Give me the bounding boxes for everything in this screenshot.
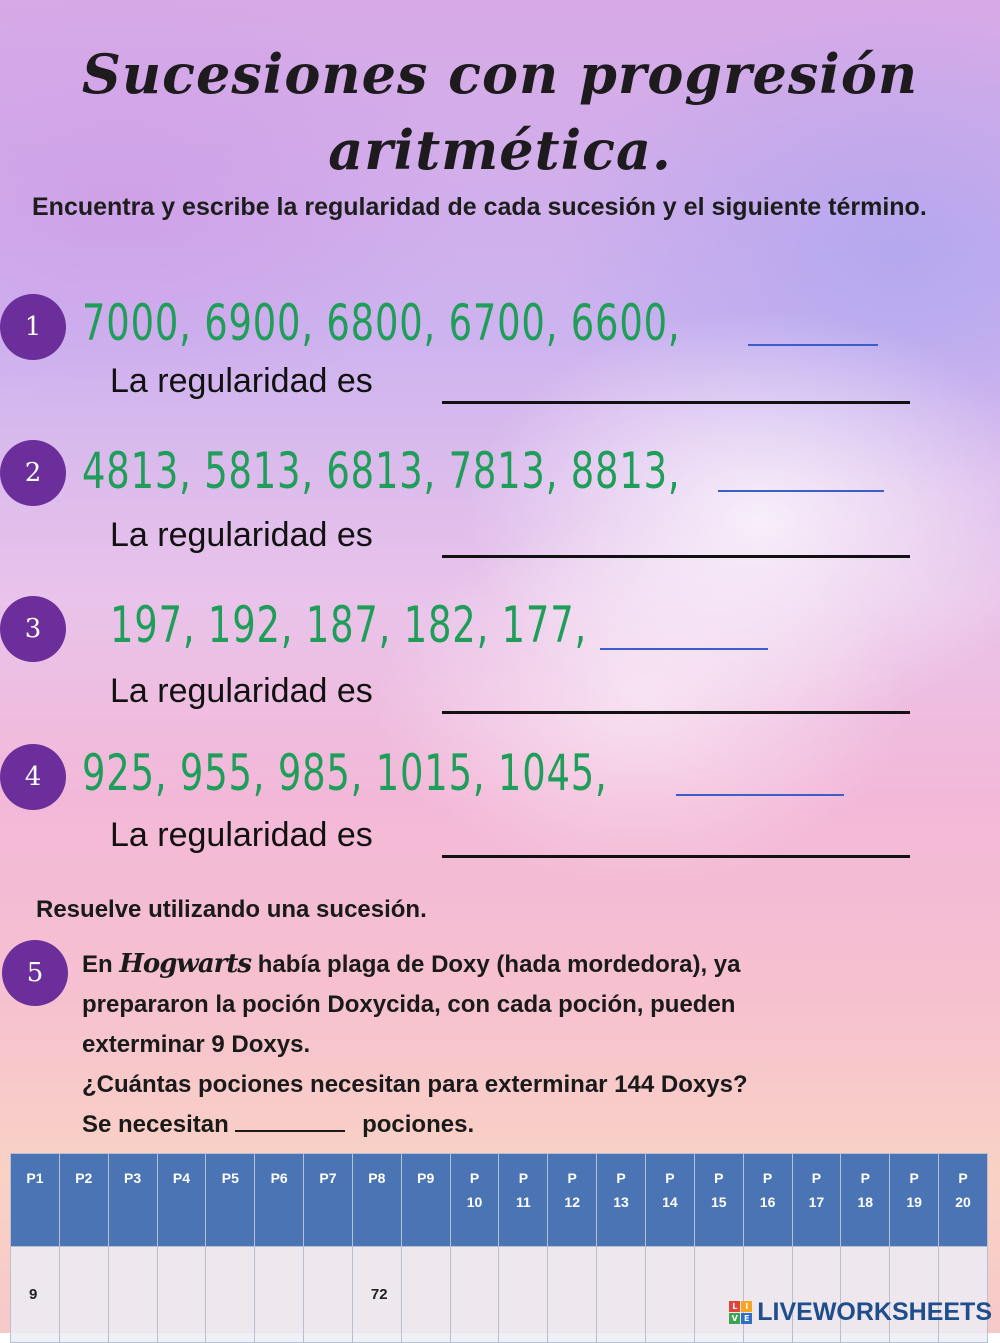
logo-letter-v: V xyxy=(729,1312,741,1324)
table-header-row: P1 P2 P3 P4 P5 P6 P7 P8 P9 P 10 P 11 P 12 P 13 P 14 P … xyxy=(10,1153,988,1247)
exercise-4-sequence: 925, 955, 985, 1015, 1045, xyxy=(82,744,608,802)
exercise-1-sequence: 7000, 6900, 6800, 6700, 6600, xyxy=(82,294,681,352)
table-cell-input[interactable] xyxy=(156,1246,207,1343)
table-cell-input[interactable] xyxy=(596,1246,646,1343)
problem-text: En Hogwarts había plaga de Doxy (hada mo… xyxy=(82,944,982,1145)
table-header-cell: P9 xyxy=(400,1153,451,1247)
exercise-5-badge: 5 xyxy=(2,940,68,1006)
problem-prefix: En xyxy=(82,951,113,978)
table-header-cell: P 13 xyxy=(596,1153,646,1247)
table-cell-input[interactable] xyxy=(791,1246,842,1343)
table-header-cell: P5 xyxy=(205,1153,256,1247)
table-header-cell: P 15 xyxy=(693,1153,744,1247)
exercise-2-badge: 2 xyxy=(0,440,66,506)
table-cell-input[interactable] xyxy=(840,1246,891,1343)
table-header-cell: P 11 xyxy=(498,1153,549,1247)
exercise-4-regularity-label: La regularidad es xyxy=(110,816,373,854)
exercise-1-regularity-input[interactable] xyxy=(442,401,910,404)
exercise-2-regularity-label: La regularidad es xyxy=(110,516,373,554)
table-header-cell: P7 xyxy=(303,1153,353,1247)
table-cell-input[interactable] xyxy=(889,1246,940,1343)
exercise-2-next-term-input[interactable] xyxy=(718,490,884,492)
exercise-3-badge: 3 xyxy=(0,596,66,662)
exercise-4-next-term-input[interactable] xyxy=(676,794,844,796)
table-cell-input[interactable] xyxy=(547,1246,598,1343)
logo-letter-i: I xyxy=(741,1300,753,1312)
table-header-cell: P8 xyxy=(351,1153,402,1247)
liveworksheets-logo-icon: L I V E xyxy=(729,1300,753,1325)
table-header-cell: P 14 xyxy=(644,1153,695,1247)
table-header-cell: P 18 xyxy=(840,1153,891,1247)
problem-line-1: En Hogwarts había plaga de Doxy (hada mo… xyxy=(82,944,982,985)
table-cell-input[interactable] xyxy=(205,1246,256,1343)
table-header-cell: P1 xyxy=(10,1153,60,1247)
exercise-2-regularity-input[interactable] xyxy=(442,555,910,558)
table-header-cell: P 19 xyxy=(889,1153,940,1247)
answer-prefix: Se necesitan xyxy=(82,1111,229,1138)
table-header-cell: P 12 xyxy=(547,1153,598,1247)
exercise-3-sequence: 197, 192, 187, 182, 177, xyxy=(110,596,588,654)
table-header-cell: P3 xyxy=(107,1153,158,1247)
table-cell-input[interactable] xyxy=(58,1246,109,1343)
exercise-1-next-term-input[interactable] xyxy=(748,344,878,346)
page-title-line-1: Sucesiones con progresión xyxy=(81,42,919,106)
table-cell-input[interactable]: 72 xyxy=(351,1246,402,1343)
exercise-3-next-term-input[interactable] xyxy=(600,648,768,650)
exercise-1-regularity-label: La regularidad es xyxy=(110,362,373,400)
exercise-4-regularity-input[interactable] xyxy=(442,855,910,858)
table-header-cell: P6 xyxy=(254,1153,305,1247)
table-row: 9 72 xyxy=(10,1246,988,1343)
table-header-cell: P 10 xyxy=(449,1153,500,1247)
table-header-cell: P4 xyxy=(156,1153,207,1247)
table-cell-input[interactable] xyxy=(303,1246,353,1343)
table-header-cell: P 16 xyxy=(742,1153,793,1247)
table-cell-input[interactable] xyxy=(449,1246,500,1343)
problem-heading: Resuelve utilizando una sucesión. xyxy=(36,896,427,923)
instructions: Encuentra y escribe la regularidad de ca… xyxy=(32,193,927,221)
exercise-2-sequence: 4813, 5813, 6813, 7813, 8813, xyxy=(82,442,681,500)
exercise-1-badge: 1 xyxy=(0,294,66,360)
logo-letter-l: L xyxy=(729,1300,741,1312)
problem-line-1-rest: había plaga de Doxy (hada mordedora), ya xyxy=(257,951,741,978)
answer-suffix: pociones. xyxy=(362,1111,475,1138)
table-cell-input[interactable] xyxy=(400,1246,451,1343)
table-cell-input[interactable] xyxy=(693,1246,744,1343)
table-cell-input[interactable] xyxy=(107,1246,158,1343)
potions-table: P1 P2 P3 P4 P5 P6 P7 P8 P9 P 10 P 11 P 12 P 13 P 14 P … xyxy=(10,1153,988,1343)
table-cell-input[interactable] xyxy=(742,1246,793,1343)
logo-letter-e: E xyxy=(741,1312,753,1324)
problem-line-3: exterminar 9 Doxys. xyxy=(82,1031,311,1058)
liveworksheets-brand: L I V E LIVEWORKSHEETS xyxy=(729,1298,992,1327)
answer-input[interactable] xyxy=(235,1112,346,1132)
problem-question: ¿Cuántas pociones necesitan para extermi… xyxy=(82,1071,748,1098)
exercise-4-badge: 4 xyxy=(0,744,66,810)
table-header-cell: P 20 xyxy=(938,1153,988,1247)
page-title-line-2: aritmética. xyxy=(328,118,672,182)
table-cell-input[interactable]: 9 xyxy=(10,1246,60,1343)
table-cell-input[interactable] xyxy=(498,1246,549,1343)
hogwarts-logo-text: Hogwarts xyxy=(119,949,252,979)
table-cell-input[interactable] xyxy=(254,1246,305,1343)
table-header-cell: P 17 xyxy=(791,1153,842,1247)
liveworksheets-wordmark: LIVEWORKSHEETS xyxy=(757,1298,992,1326)
problem-answer-line: Se necesitan pociones. xyxy=(82,1105,982,1145)
table-cell-input[interactable] xyxy=(644,1246,695,1343)
problem-line-2: prepararon la poción Doxycida, con cada … xyxy=(82,991,736,1018)
table-cell-input[interactable] xyxy=(938,1246,988,1343)
exercise-3-regularity-label: La regularidad es xyxy=(110,672,373,710)
exercise-3-regularity-input[interactable] xyxy=(442,711,910,714)
table-header-cell: P2 xyxy=(58,1153,109,1247)
